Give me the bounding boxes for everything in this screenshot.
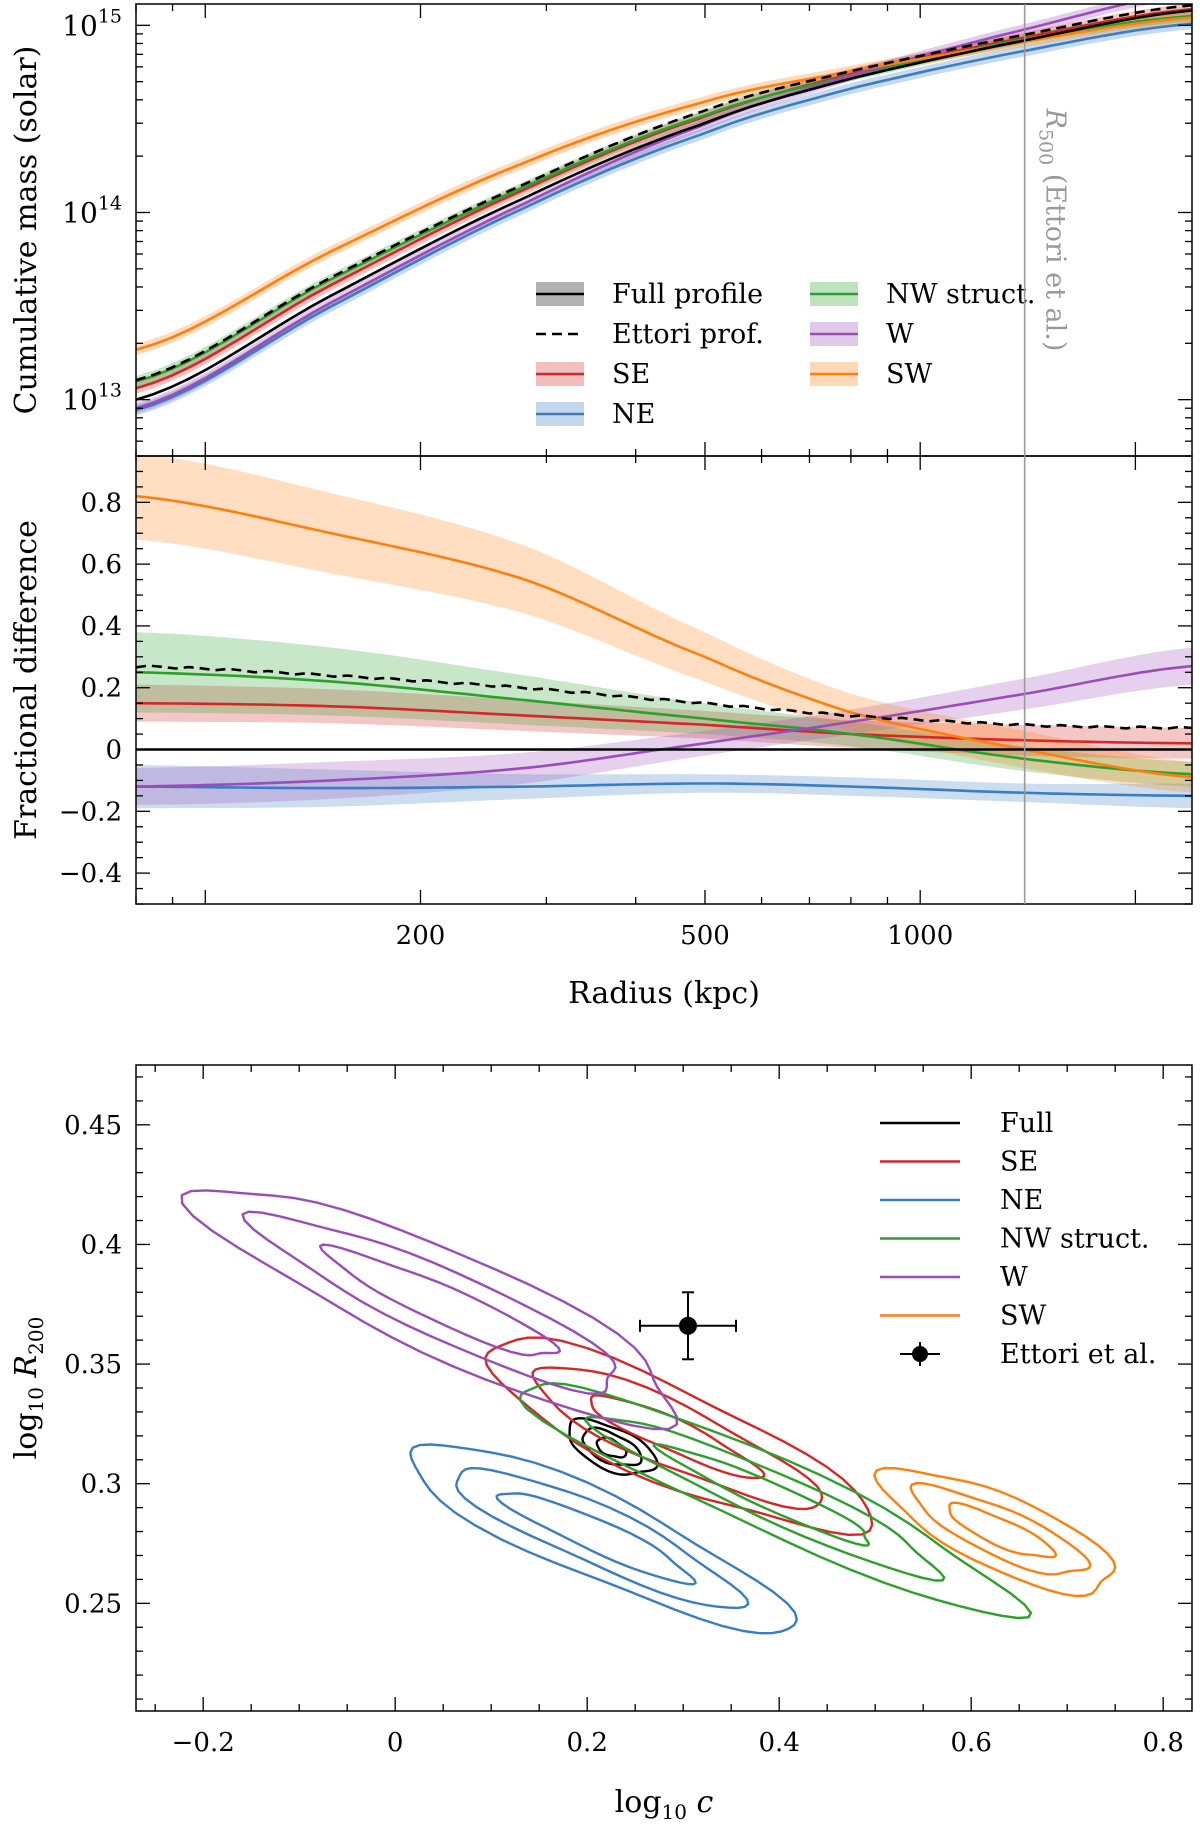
top-y-axis-label: Cumulative mass (solar): [9, 46, 44, 415]
line-ettori-prof: [136, 4, 1192, 382]
bot-x-tick-label: 0.2: [567, 1728, 608, 1758]
mid-x-tick-label: 500: [680, 921, 730, 951]
legend-label-full: Full: [1000, 1108, 1053, 1139]
bot-y-tick-label: 0.45: [64, 1111, 122, 1141]
legend-label-sw: SW: [1000, 1301, 1046, 1332]
top-panel-frame: [135, 3, 1193, 457]
middle-y-axis-label: Fractional difference: [9, 520, 44, 840]
mid-y-tick-label: 0.8: [81, 488, 122, 518]
line-se: [136, 7, 1192, 390]
contour-sw-level-3: [948, 1501, 1058, 1559]
contour-full-level-1: [568, 1417, 659, 1476]
contour-panel: 0.25 0.3 0.35 0.4 0.45 −0.2 0 0.2 0.4 0.6 0.8 log…: [9, 1064, 1193, 1824]
fractional-difference-panel: −0.4 −0.2 0 0.2 0.4 0.6 0.8 200 500 1000 Fractio…: [9, 455, 1193, 1011]
diff-line-sw: [136, 494, 1192, 779]
mid-x-tick-label: 200: [396, 921, 446, 951]
mid-y-tick-label: 0: [105, 736, 122, 766]
bot-x-tick-label: 0.8: [1143, 1728, 1184, 1758]
mass-profile-panel: 1013 1014 1015 Cumulative mass (solar) Ful…: [9, 3, 1193, 457]
legend-label-ettori-et-al: Ettori et al.: [1000, 1339, 1157, 1370]
contour-nw-struct-level-2: [584, 1415, 946, 1582]
diff-band-nw-struct: [136, 632, 1192, 787]
contour-se-level-2: [531, 1366, 824, 1511]
legend-label-se: SE: [612, 359, 650, 390]
contour-nw-struct-level-1: [518, 1382, 1033, 1620]
top-legend: Full profile Ettori prof. SE NE NW struct. WS…: [536, 279, 1036, 430]
bot-y-tick-label: 0.25: [64, 1589, 122, 1619]
radius-x-axis-label: Radius (kpc): [568, 976, 760, 1011]
mid-y-tick-label: 0.6: [81, 550, 122, 580]
legend-label-w: W: [1000, 1262, 1028, 1293]
bottom-legend: Full SE NE NW struct. W SW Ettori et al.: [880, 1108, 1157, 1370]
legend-marker-ettori-et-al: [912, 1346, 928, 1362]
bot-x-tick-label: 0.6: [951, 1728, 992, 1758]
legend-label-ne: NE: [612, 399, 655, 430]
mid-y-tick-label: −0.4: [59, 859, 122, 889]
contour-w-level-3: [318, 1243, 561, 1357]
bot-y-tick-label: 0.35: [64, 1350, 122, 1380]
diff-line-ettori-prof: [136, 664, 1192, 731]
ettori-point: [679, 1316, 697, 1335]
contour-w-level-1: [180, 1189, 678, 1431]
mid-y-tick-label: 0.2: [81, 674, 122, 704]
bot-y-tick-label: 0.4: [81, 1230, 122, 1260]
legend-label-w: W: [886, 319, 914, 350]
log-c-x-axis-label: log10 c: [615, 1785, 714, 1824]
bot-x-tick-label: 0: [387, 1728, 404, 1758]
contour-sw-level-2: [909, 1481, 1092, 1576]
legend-label-ne: NE: [1000, 1185, 1043, 1216]
bot-y-tick-label: 0.3: [81, 1470, 122, 1500]
middle-panel-frame: [135, 455, 1193, 905]
contour-ne-level-1: [409, 1443, 798, 1635]
r500-annotation: R500 (Ettori et al.): [1035, 108, 1071, 352]
diff-band-sw: [136, 456, 1192, 793]
legend-label-sw: SW: [886, 359, 932, 390]
top-y-tick-label: 1015: [62, 5, 122, 42]
diff-band-w: [136, 647, 1192, 806]
line-ne: [136, 22, 1192, 412]
contour-w-level-2: [241, 1210, 617, 1395]
band-w: [136, 4, 1153, 414]
legend-label-nw-struct: NW struct.: [1000, 1224, 1150, 1255]
top-y-tick-label: 1013: [62, 380, 122, 417]
mid-y-tick-label: 0.4: [81, 612, 122, 642]
legend-label-nw-struct: NW struct.: [886, 279, 1036, 310]
contour-full-level-2: [581, 1426, 643, 1467]
log-r200-y-axis-label: log10 R200: [9, 1317, 48, 1460]
contour-ne-level-2: [455, 1466, 750, 1610]
legend-label-se: SE: [1000, 1147, 1038, 1178]
mid-y-tick-label: −0.2: [59, 797, 122, 827]
diff-line-se: [136, 701, 1192, 745]
contour-ne-level-3: [495, 1492, 697, 1586]
contour-sw-level-1: [873, 1466, 1117, 1598]
contour-se-level-3: [589, 1394, 766, 1480]
line-w: [136, 4, 1132, 410]
contour-nw-struct-level-3: [652, 1442, 871, 1547]
top-y-tick-label: 1014: [62, 192, 122, 229]
mid-x-tick-label: 1000: [887, 921, 953, 951]
diff-line-ne: [136, 782, 1192, 798]
diff-line-nw-struct: [136, 671, 1192, 776]
legend-label-ettori-prof: Ettori prof.: [612, 319, 764, 350]
bot-x-tick-label: −0.2: [172, 1728, 235, 1758]
legend-label-full-profile: Full profile: [612, 279, 763, 310]
bot-x-tick-label: 0.4: [759, 1728, 800, 1758]
line-full-profile: [136, 9, 1192, 401]
band-ne: [136, 18, 1192, 416]
